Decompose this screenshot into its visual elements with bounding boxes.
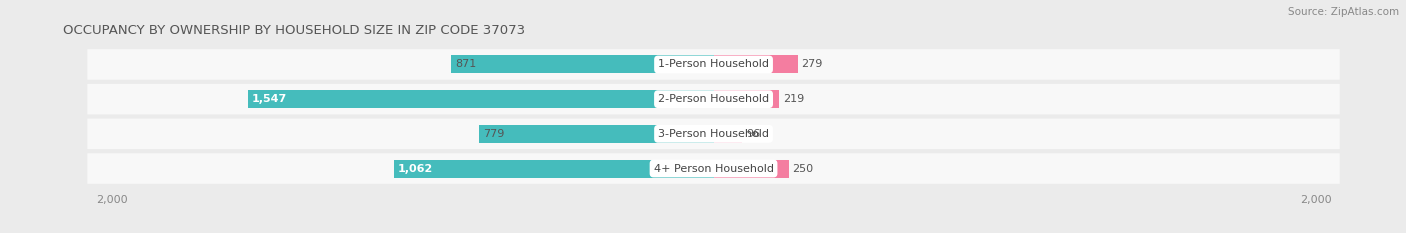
Text: 250: 250 xyxy=(793,164,814,174)
Text: 2-Person Household: 2-Person Household xyxy=(658,94,769,104)
Bar xyxy=(451,55,713,73)
Text: 279: 279 xyxy=(801,59,823,69)
FancyBboxPatch shape xyxy=(87,49,1340,80)
Text: 96: 96 xyxy=(747,129,761,139)
FancyBboxPatch shape xyxy=(87,119,1340,149)
Text: OCCUPANCY BY OWNERSHIP BY HOUSEHOLD SIZE IN ZIP CODE 37073: OCCUPANCY BY OWNERSHIP BY HOUSEHOLD SIZE… xyxy=(63,24,526,37)
Text: Source: ZipAtlas.com: Source: ZipAtlas.com xyxy=(1288,7,1399,17)
Bar xyxy=(247,90,713,108)
Text: 3-Person Household: 3-Person Household xyxy=(658,129,769,139)
Text: 779: 779 xyxy=(482,129,503,139)
Bar xyxy=(713,90,779,108)
Bar xyxy=(713,160,789,178)
Bar xyxy=(713,125,742,143)
Text: 4+ Person Household: 4+ Person Household xyxy=(654,164,773,174)
FancyBboxPatch shape xyxy=(87,153,1340,184)
Bar xyxy=(394,160,713,178)
FancyBboxPatch shape xyxy=(87,84,1340,114)
Bar xyxy=(713,55,797,73)
Text: 1,062: 1,062 xyxy=(398,164,433,174)
Text: 1,547: 1,547 xyxy=(252,94,287,104)
Bar xyxy=(479,125,713,143)
Text: 219: 219 xyxy=(783,94,804,104)
Text: 871: 871 xyxy=(456,59,477,69)
Text: 1-Person Household: 1-Person Household xyxy=(658,59,769,69)
